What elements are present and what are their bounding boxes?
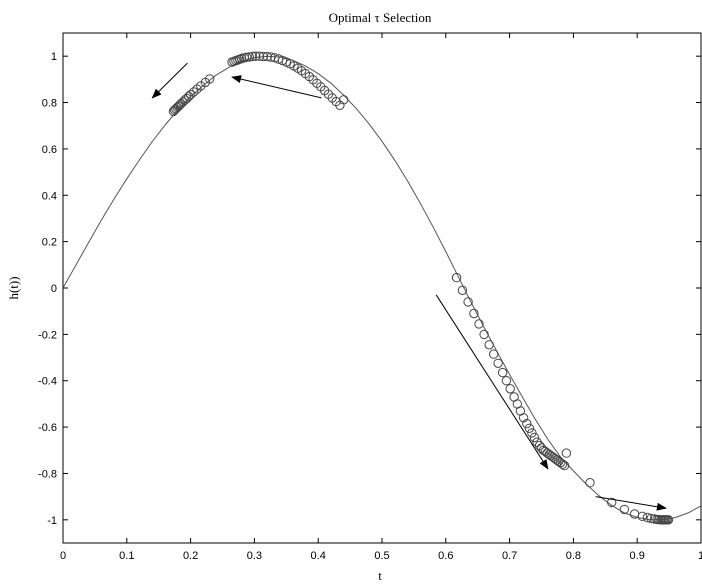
sample-point: [637, 511, 647, 521]
sample-point: [522, 418, 532, 429]
y-axis-label: h(t)): [6, 276, 21, 299]
sample-point: [497, 367, 508, 378]
sample-point: [484, 340, 494, 350]
x-axis-ticks: 0 0.1 0.2 0.3 0.4 0.5 0.6 0.7 0.8 0.9 1: [60, 33, 702, 562]
sample-point: [532, 437, 542, 447]
sample-point: [493, 358, 503, 368]
sample-point: [463, 297, 473, 307]
x-tick-label: 0: [60, 550, 66, 562]
sample-point: [561, 448, 572, 458]
sample-point: [489, 349, 499, 359]
sample-point: [527, 428, 537, 438]
sample-point: [474, 319, 484, 329]
sample-point: [607, 497, 617, 508]
sample-point: [457, 285, 468, 295]
y-tick-label: 0.4: [42, 190, 57, 202]
x-tick-label: 0.3: [247, 550, 262, 562]
y-tick-label: -0.6: [38, 422, 57, 434]
y-tick-label: -0.4: [38, 376, 57, 388]
sample-point: [518, 413, 529, 423]
sample-point: [205, 74, 215, 84]
sample-point: [642, 512, 653, 523]
sample-point: [251, 51, 261, 61]
y-tick-label: 1: [51, 51, 57, 63]
sample-point: [175, 100, 185, 110]
series-curve: [63, 55, 702, 521]
y-tick-label: 0.2: [42, 237, 57, 249]
x-tick-label: 0.9: [630, 550, 645, 562]
x-tick-label: 0.5: [374, 550, 389, 562]
sample-point: [258, 51, 268, 62]
sample-point: [247, 51, 258, 62]
sample-point: [185, 90, 196, 100]
y-axis-ticks: -1 -0.8 -0.6 -0.4 -0.2 0 0.2 0.4 0.6 0.8 1: [38, 51, 701, 527]
sample-point: [585, 478, 595, 488]
sample-point: [524, 423, 535, 433]
sample-point: [619, 504, 630, 515]
direction-arrow: [595, 496, 667, 511]
y-tick-label: 0: [51, 283, 57, 295]
direction-arrow: [151, 62, 188, 99]
sample-point: [663, 515, 674, 525]
sample-point: [559, 460, 570, 471]
x-tick-label: 0.7: [502, 550, 517, 562]
y-tick-label: 0.6: [42, 144, 57, 156]
sample-point: [501, 376, 512, 386]
sample-point: [451, 272, 462, 283]
sample-point: [254, 51, 265, 61]
y-tick-label: -1: [47, 515, 57, 527]
x-tick-label: 0.4: [311, 550, 326, 562]
y-tick-label: -0.2: [38, 329, 57, 341]
x-tick-label: 0.8: [566, 550, 581, 562]
sample-point: [646, 513, 656, 524]
sample-point: [339, 95, 349, 105]
x-axis-label: t: [378, 568, 382, 583]
direction-arrows: [151, 62, 667, 511]
sample-point: [262, 51, 272, 62]
x-tick-label: 1: [698, 550, 702, 562]
sample-points: [168, 51, 674, 525]
x-tick-label: 0.6: [438, 550, 453, 562]
y-tick-label: 0.8: [42, 98, 57, 110]
direction-arrow: [231, 75, 322, 99]
x-tick-label: 0.2: [183, 550, 198, 562]
sample-point: [479, 329, 489, 340]
sample-point: [529, 432, 540, 443]
y-tick-label: -0.8: [38, 468, 57, 480]
sample-point: [189, 87, 199, 97]
chart-title: Optimal τ Selection: [329, 10, 432, 25]
sample-point: [469, 308, 479, 319]
sample-point: [557, 459, 568, 469]
x-tick-label: 0.1: [119, 550, 134, 562]
plot-frame: [62, 32, 702, 544]
sample-point: [244, 52, 255, 62]
sample-point: [505, 384, 515, 394]
direction-arrow: [435, 294, 549, 470]
